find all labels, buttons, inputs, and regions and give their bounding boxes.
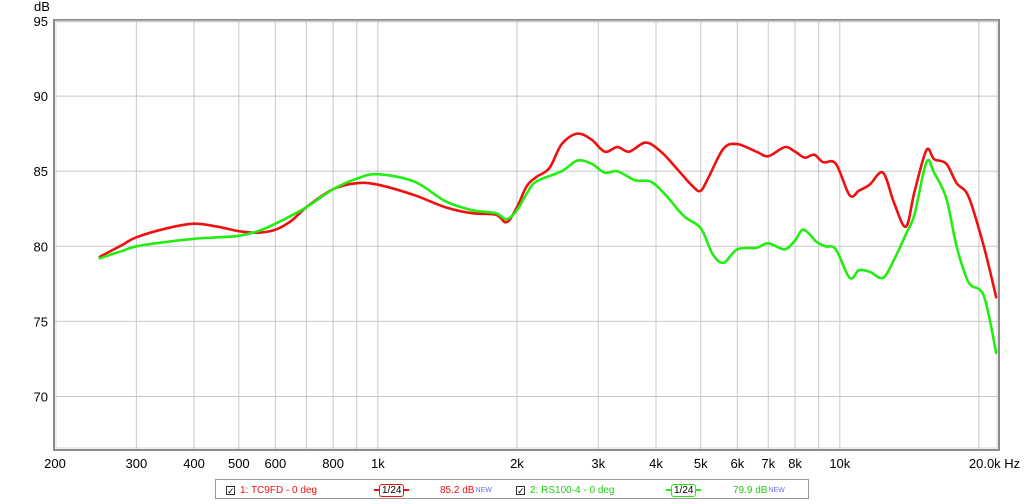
x-tick-label-20000: 20.0k Hz <box>969 456 1020 470</box>
frequency-response-chart: 95 90 85 80 75 70 200 300 400 500 600 800 1k 2k 3k 4k 5… <box>34 0 1021 470</box>
legend-checkbox-2[interactable]: ✓ <box>516 485 525 496</box>
x-tick-label-400: 400 <box>183 456 205 470</box>
x-tick-label-800: 800 <box>322 456 344 470</box>
x-tick-label-10000: 10k <box>829 456 850 470</box>
series-lines <box>98 132 998 355</box>
y-axis-unit: dB <box>34 0 50 14</box>
level-new-badge-2: NEW <box>768 486 785 494</box>
y-tick-label-85: 85 <box>34 164 48 179</box>
smoothing-control-2[interactable]: 1/24 <box>666 483 702 497</box>
smoothing-value-2: 1/24 <box>671 483 697 497</box>
smoothing-value-1: 1/24 <box>379 483 405 497</box>
legend-item-1[interactable]: ✓ 1: TC9FD - 0 deg <box>226 483 317 497</box>
y-tick-label-95: 95 <box>34 14 48 29</box>
x-tick-label-7000: 7k <box>761 456 775 470</box>
legend: ✓ 1: TC9FD - 0 deg 1/24 85.2 dB NEW ✓ 2:… <box>215 479 809 499</box>
plot-area <box>53 19 1000 451</box>
level-value-1: 85.2 dB <box>440 484 475 496</box>
legend-item-2[interactable]: ✓ 2: RS100-4 - 0 deg <box>516 483 615 497</box>
y-tick-label-75: 75 <box>34 314 48 329</box>
level-new-badge-1: NEW <box>475 486 492 494</box>
x-tick-label-5000: 5k <box>694 456 708 470</box>
y-tick-label-70: 70 <box>34 389 48 404</box>
y-tick-labels: 95 90 85 80 75 70 <box>34 14 48 404</box>
level-readout-1: 85.2 dB NEW <box>440 483 492 497</box>
x-tick-label-3000: 3k <box>591 456 605 470</box>
x-tick-label-500: 500 <box>228 456 250 470</box>
x-tick-label-6000: 6k <box>730 456 744 470</box>
level-value-2: 79.9 dB <box>733 484 768 496</box>
legend-series-2-label: 2: RS100-4 - 0 deg <box>530 484 615 496</box>
legend-series-1-label: 1: TC9FD - 0 deg <box>240 484 318 496</box>
y-tick-label-90: 90 <box>34 89 48 104</box>
x-tick-label-4000: 4k <box>649 456 663 470</box>
x-tick-label-300: 300 <box>125 456 147 470</box>
y-tick-label-80: 80 <box>34 239 48 254</box>
x-tick-label-200: 200 <box>44 456 66 470</box>
x-tick-labels: 200 300 400 500 600 800 1k 2k 3k 4k 5k 6k 7k 8k 10k 20.… <box>44 456 1020 470</box>
level-readout-2: 79.9 dB NEW <box>733 483 785 497</box>
legend-checkbox-1[interactable]: ✓ <box>226 485 235 496</box>
x-tick-label-1000: 1k <box>371 456 385 470</box>
x-tick-label-600: 600 <box>265 456 287 470</box>
x-tick-label-8000: 8k <box>788 456 802 470</box>
series-line-2 <box>98 158 998 355</box>
x-gridlines <box>135 21 980 449</box>
smoothing-control-1[interactable]: 1/24 <box>374 483 410 497</box>
x-tick-label-2000: 2k <box>510 456 524 470</box>
